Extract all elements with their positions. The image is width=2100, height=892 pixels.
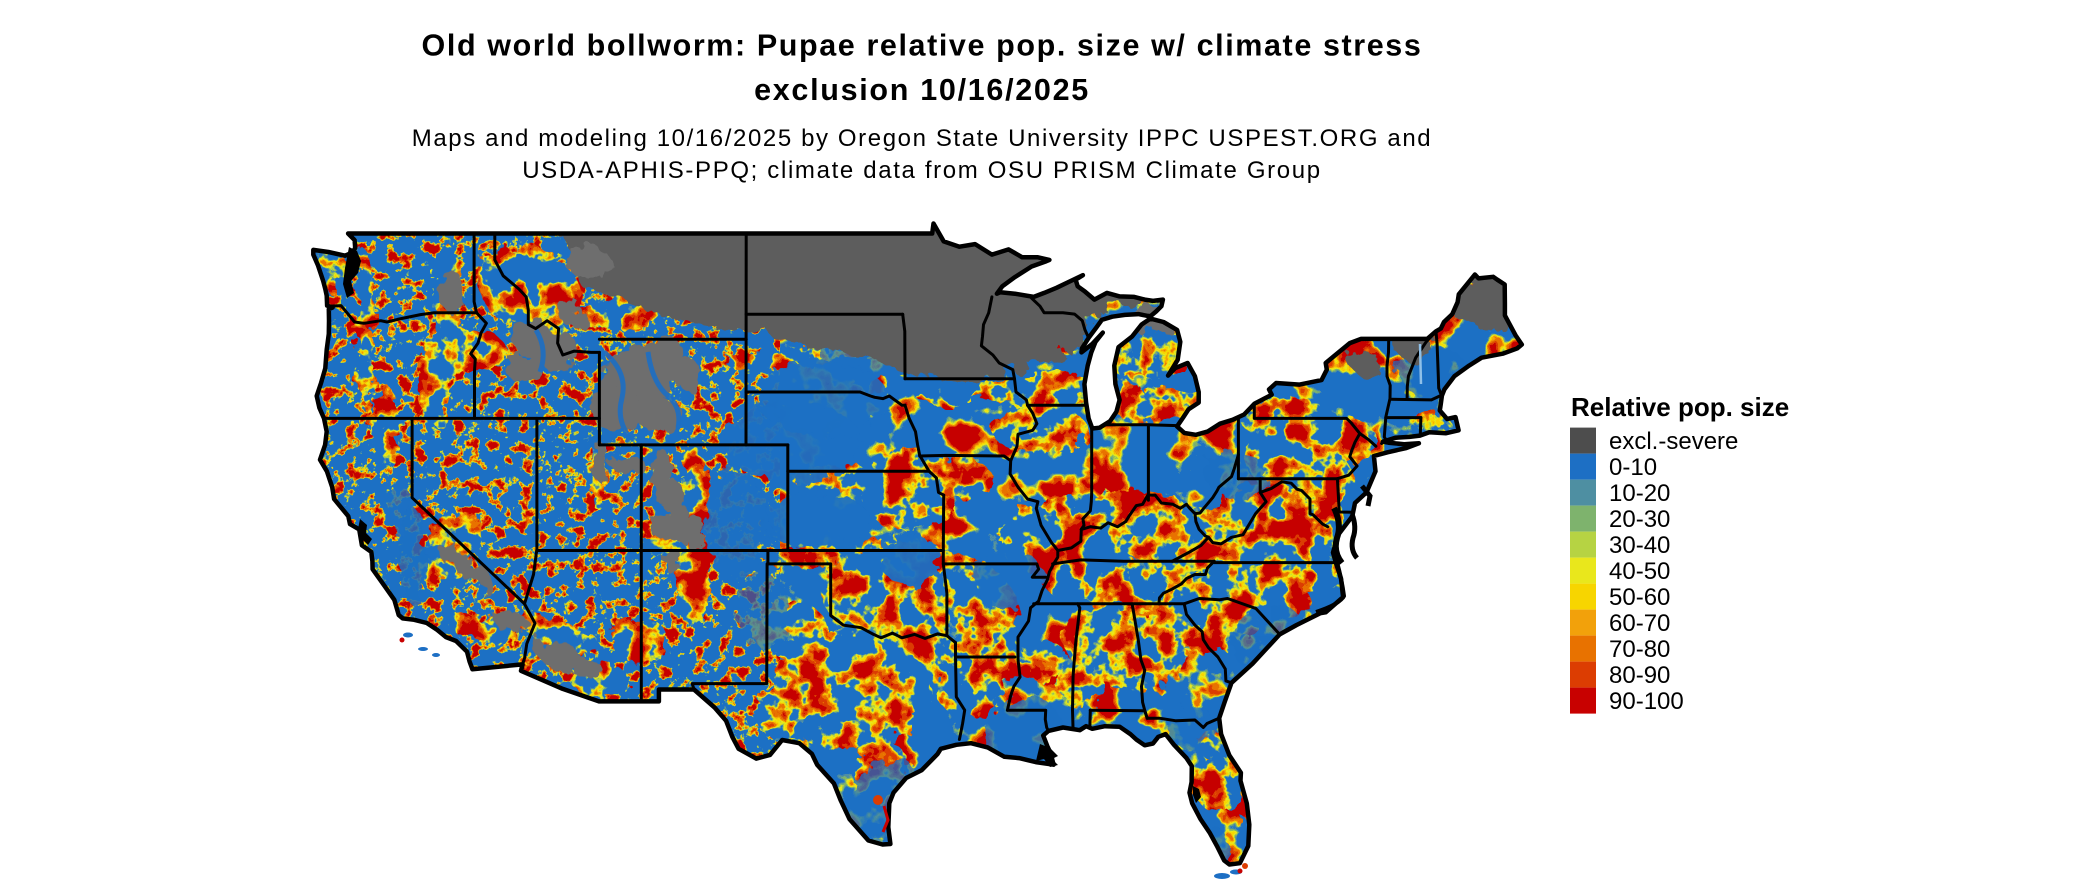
svg-text:50-60: 50-60 [1609,584,1670,611]
svg-text:10-20: 10-20 [1609,480,1670,507]
svg-text:30-40: 30-40 [1609,532,1670,559]
svg-text:Old world bollworm: Pupae rela: Old world bollworm: Pupae relative pop. … [422,29,1423,63]
svg-text:90-100: 90-100 [1609,688,1684,715]
svg-text:70-80: 70-80 [1609,636,1670,663]
svg-text:0-10: 0-10 [1609,454,1657,481]
svg-text:exclusion 10/16/2025: exclusion 10/16/2025 [754,73,1090,107]
svg-text:Relative pop. size: Relative pop. size [1571,392,1789,422]
svg-text:20-30: 20-30 [1609,506,1670,533]
svg-text:80-90: 80-90 [1609,662,1670,689]
svg-text:Maps and modeling 10/16/2025 b: Maps and modeling 10/16/2025 by Oregon S… [412,125,1432,152]
svg-text:excl.-severe: excl.-severe [1609,428,1738,455]
svg-text:60-70: 60-70 [1609,610,1670,637]
svg-text:40-50: 40-50 [1609,558,1670,585]
svg-text:USDA-APHIS-PPQ; climate data f: USDA-APHIS-PPQ; climate data from OSU PR… [522,157,1322,184]
